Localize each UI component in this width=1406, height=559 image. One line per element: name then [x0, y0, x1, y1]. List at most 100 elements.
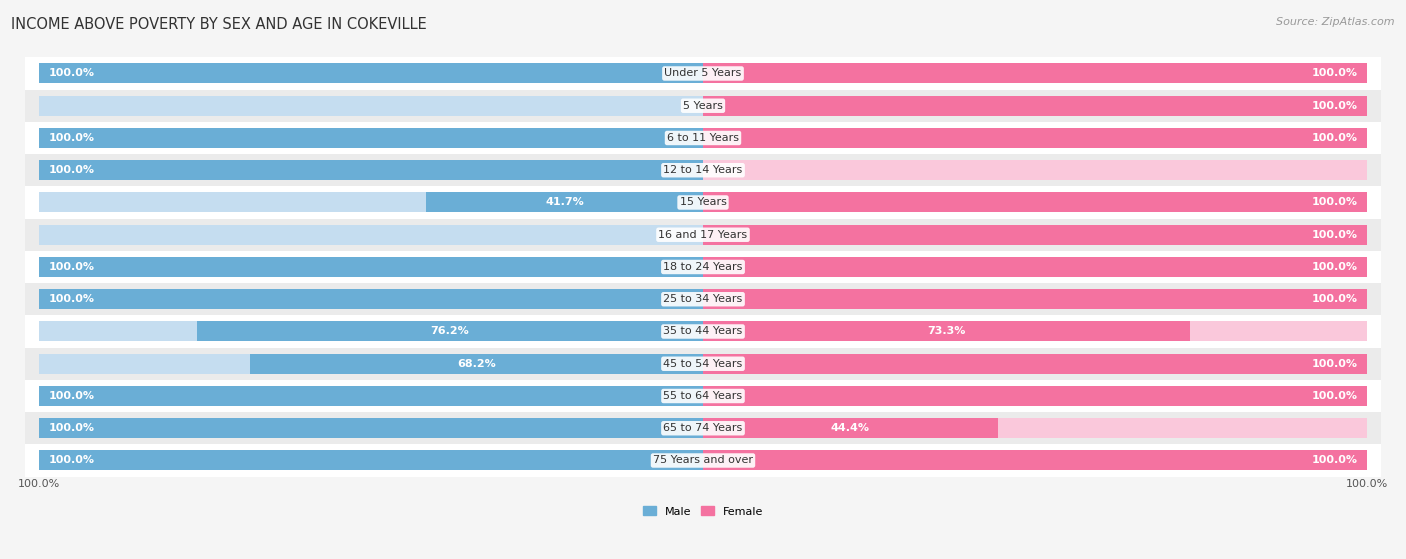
Text: 100.0%: 100.0% — [1312, 294, 1357, 304]
Bar — [703, 451, 1367, 471]
Legend: Male, Female: Male, Female — [638, 502, 768, 521]
Bar — [39, 96, 703, 116]
Bar — [197, 321, 703, 342]
Text: 65 to 74 Years: 65 to 74 Years — [664, 423, 742, 433]
Bar — [703, 160, 1367, 180]
Bar — [39, 321, 703, 342]
Bar — [39, 418, 703, 438]
Text: 15 Years: 15 Years — [679, 197, 727, 207]
Text: 100.0%: 100.0% — [49, 262, 94, 272]
Text: 100.0%: 100.0% — [49, 133, 94, 143]
Bar — [703, 225, 1367, 245]
Bar — [703, 64, 1367, 83]
Text: 55 to 64 Years: 55 to 64 Years — [664, 391, 742, 401]
Text: 100.0%: 100.0% — [1312, 230, 1357, 240]
Bar — [39, 128, 703, 148]
Bar — [703, 418, 998, 438]
Text: 100.0%: 100.0% — [1312, 391, 1357, 401]
Bar — [39, 386, 703, 406]
Text: 100.0%: 100.0% — [18, 479, 60, 489]
Bar — [703, 418, 1367, 438]
Bar — [18, 412, 1388, 444]
Text: 100.0%: 100.0% — [1312, 197, 1357, 207]
Text: 16 and 17 Years: 16 and 17 Years — [658, 230, 748, 240]
Bar — [39, 64, 703, 83]
Bar — [703, 386, 1367, 406]
Bar — [39, 192, 703, 212]
Bar — [39, 64, 703, 83]
Bar — [426, 192, 703, 212]
Text: 25 to 34 Years: 25 to 34 Years — [664, 294, 742, 304]
Text: 100.0%: 100.0% — [1312, 69, 1357, 78]
Bar — [703, 321, 1367, 342]
Bar — [703, 354, 1367, 374]
Bar — [39, 418, 703, 438]
Text: 44.4%: 44.4% — [831, 423, 870, 433]
Text: 100.0%: 100.0% — [1312, 456, 1357, 466]
Bar — [703, 289, 1367, 309]
Bar — [703, 192, 1367, 212]
Bar — [39, 451, 703, 471]
Text: Source: ZipAtlas.com: Source: ZipAtlas.com — [1277, 17, 1395, 27]
Bar — [39, 386, 703, 406]
Bar — [703, 192, 1367, 212]
Text: INCOME ABOVE POVERTY BY SEX AND AGE IN COKEVILLE: INCOME ABOVE POVERTY BY SEX AND AGE IN C… — [11, 17, 427, 32]
Bar — [39, 354, 703, 374]
Text: 100.0%: 100.0% — [49, 423, 94, 433]
Bar — [703, 64, 1367, 83]
Bar — [703, 96, 1367, 116]
Text: 100.0%: 100.0% — [49, 391, 94, 401]
Bar — [18, 283, 1388, 315]
Bar — [703, 128, 1367, 148]
Bar — [18, 219, 1388, 251]
Text: 68.2%: 68.2% — [457, 359, 496, 369]
Text: 100.0%: 100.0% — [1312, 262, 1357, 272]
Bar — [39, 225, 703, 245]
Bar — [18, 380, 1388, 412]
Text: 100.0%: 100.0% — [49, 294, 94, 304]
Bar — [39, 257, 703, 277]
Bar — [39, 160, 703, 180]
Bar — [39, 289, 703, 309]
Text: 73.3%: 73.3% — [928, 326, 966, 337]
Bar — [18, 186, 1388, 219]
Bar — [703, 354, 1367, 374]
Text: 12 to 14 Years: 12 to 14 Years — [664, 165, 742, 175]
Bar — [18, 444, 1388, 477]
Bar — [703, 257, 1367, 277]
Text: 100.0%: 100.0% — [1312, 101, 1357, 111]
Bar — [18, 58, 1388, 89]
Bar — [18, 154, 1388, 186]
Text: 5 Years: 5 Years — [683, 101, 723, 111]
Text: 100.0%: 100.0% — [1312, 133, 1357, 143]
Bar — [18, 315, 1388, 348]
Text: 76.2%: 76.2% — [430, 326, 470, 337]
Bar — [39, 128, 703, 148]
Bar — [703, 96, 1367, 116]
Bar — [703, 128, 1367, 148]
Bar — [703, 451, 1367, 471]
Text: 100.0%: 100.0% — [1346, 479, 1388, 489]
Text: 100.0%: 100.0% — [1312, 359, 1357, 369]
Bar — [703, 321, 1189, 342]
Bar — [39, 257, 703, 277]
Bar — [703, 386, 1367, 406]
Bar — [18, 89, 1388, 122]
Text: 100.0%: 100.0% — [49, 165, 94, 175]
Bar — [39, 451, 703, 471]
Bar — [18, 348, 1388, 380]
Text: Under 5 Years: Under 5 Years — [665, 69, 741, 78]
Text: 41.7%: 41.7% — [546, 197, 583, 207]
Text: 6 to 11 Years: 6 to 11 Years — [666, 133, 740, 143]
Bar — [250, 354, 703, 374]
Bar — [18, 251, 1388, 283]
Text: 45 to 54 Years: 45 to 54 Years — [664, 359, 742, 369]
Bar — [39, 289, 703, 309]
Text: 100.0%: 100.0% — [49, 456, 94, 466]
Bar — [703, 225, 1367, 245]
Text: 100.0%: 100.0% — [49, 69, 94, 78]
Bar — [18, 122, 1388, 154]
Bar — [39, 160, 703, 180]
Bar — [703, 289, 1367, 309]
Bar — [703, 257, 1367, 277]
